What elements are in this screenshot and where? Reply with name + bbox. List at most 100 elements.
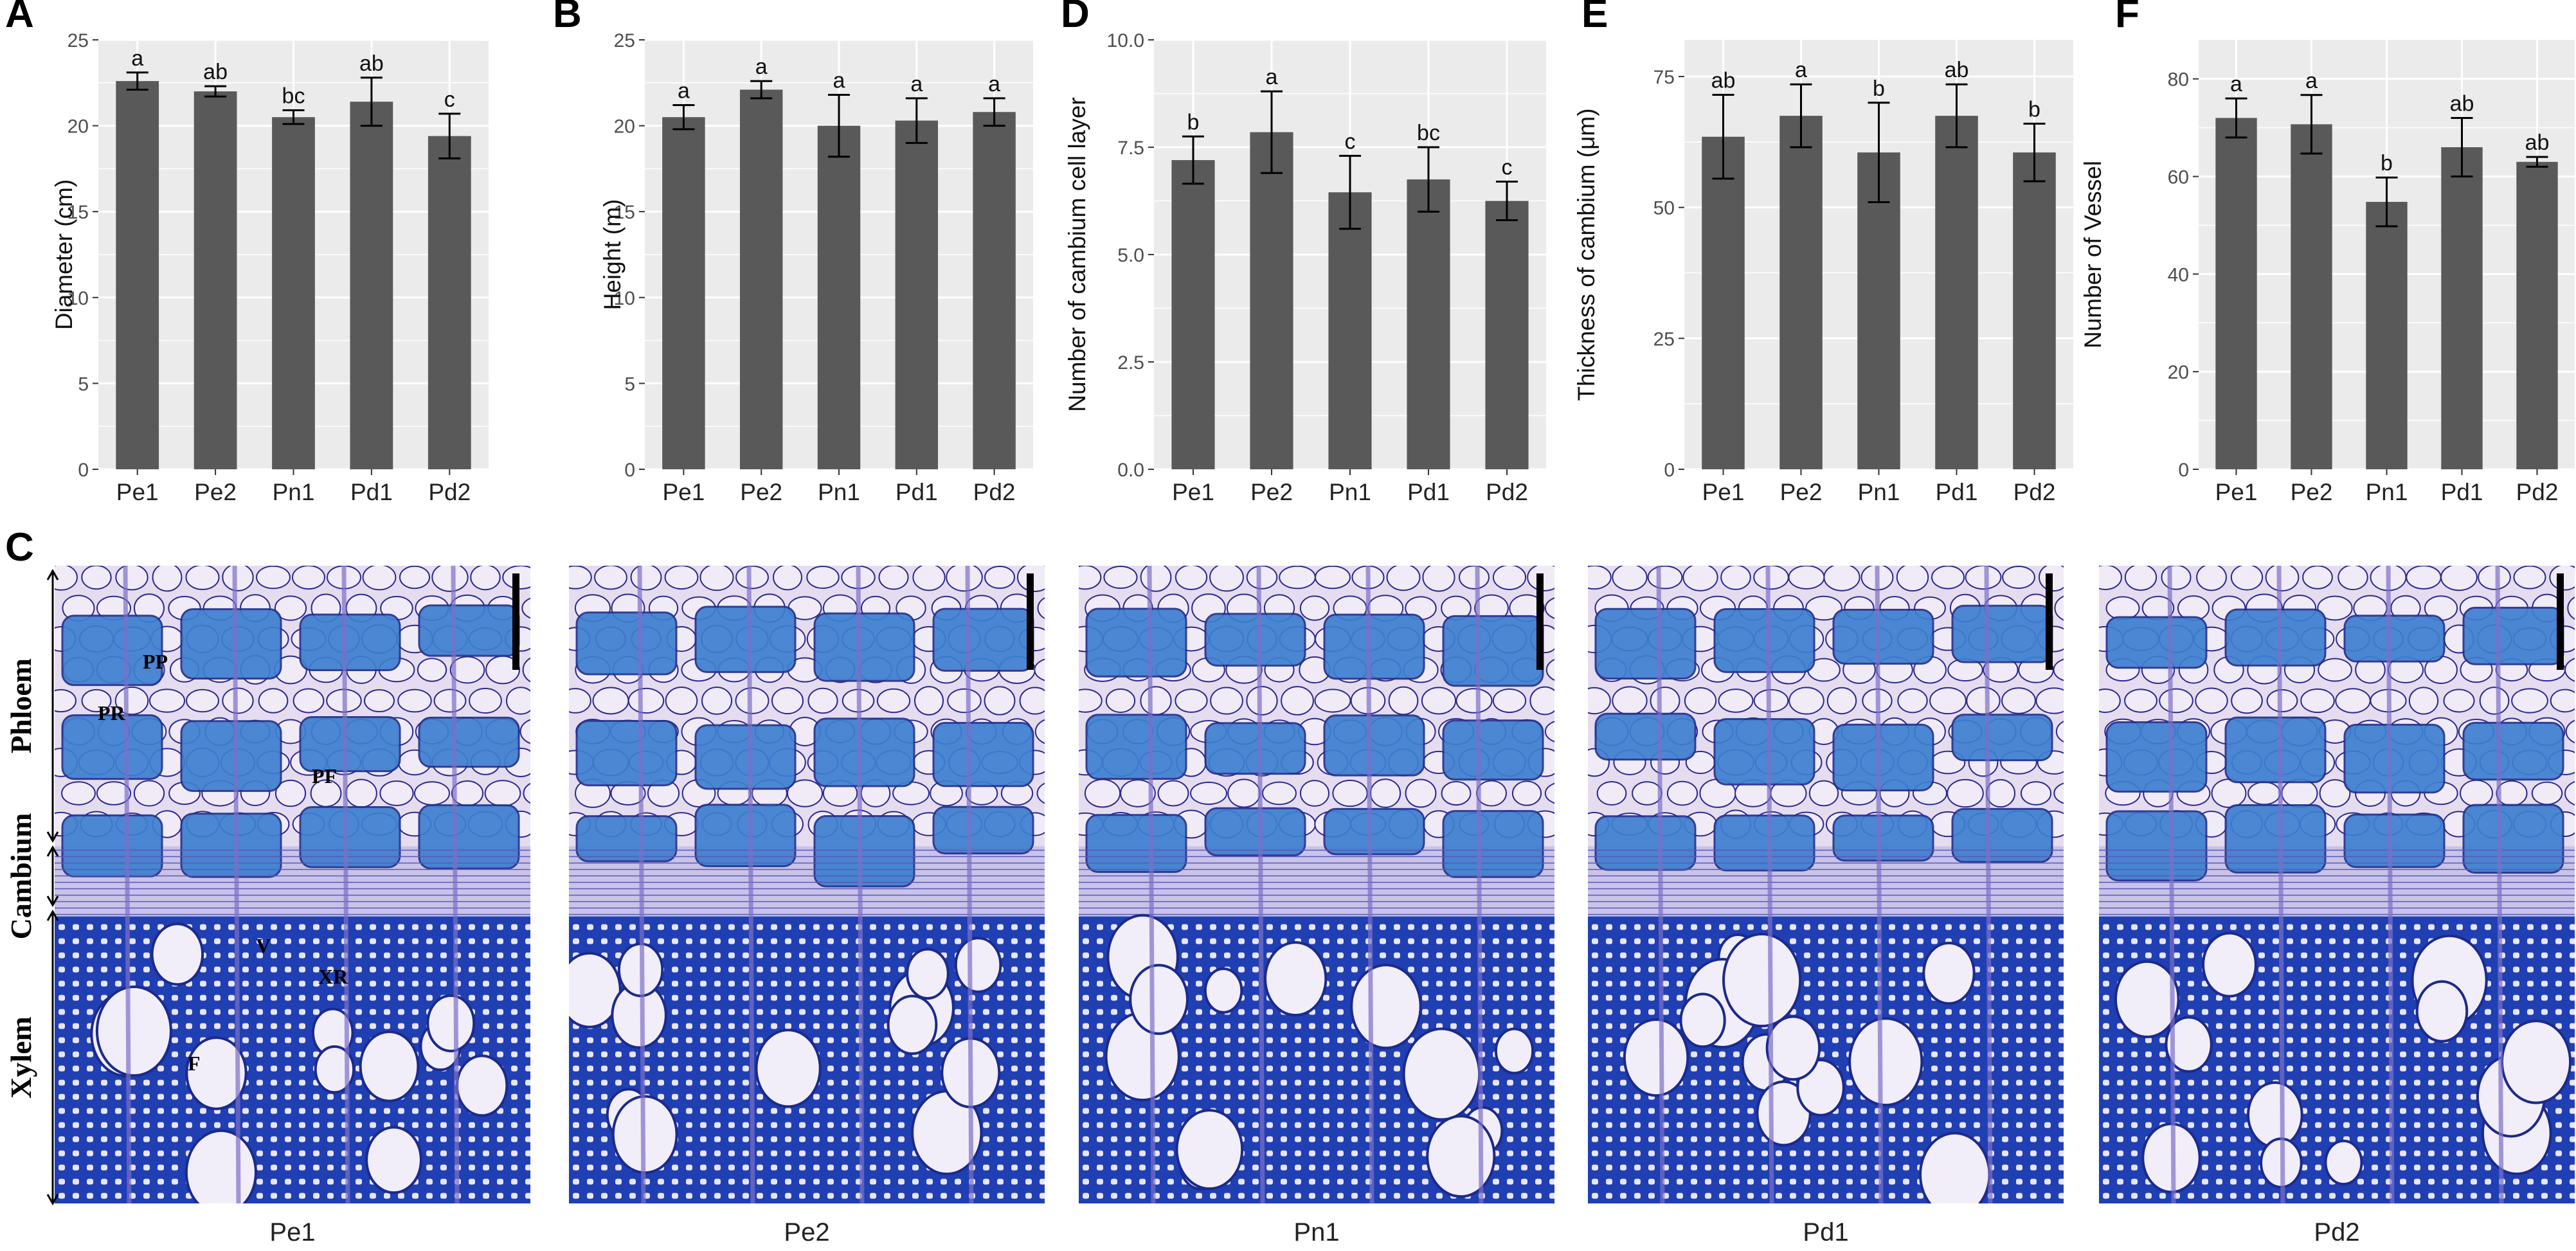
xylem-fibre-lumen (1606, 1150, 1612, 1156)
arrow-head (46, 1194, 59, 1206)
xylem-fibre-lumen (714, 952, 721, 959)
xylem-fibre-lumen (2570, 995, 2575, 1001)
xylem-fibre-lumen (2456, 1122, 2463, 1128)
xylem-fibre-lumen (426, 995, 433, 1001)
xylem-fibre-lumen (1620, 1178, 1626, 1185)
xylem-fibre-lumen (2357, 924, 2364, 930)
xylem-fibre-lumen (1620, 1079, 1626, 1086)
xylem-fibre-lumen (1309, 1136, 1315, 1142)
xylem-fibre-lumen (2541, 966, 2548, 973)
xylem-fibre-lumen (1507, 995, 1513, 1001)
xylem-fibre-lumen (2216, 1037, 2222, 1043)
xylem-fibre-lumen (1846, 995, 1853, 1001)
xylem-fibre-lumen (257, 966, 263, 973)
x-tick-label: Pd1 (1407, 479, 1450, 505)
xylem-fibre-lumen (1196, 952, 1202, 959)
xylem-fibre-lumen (1394, 1065, 1400, 1072)
parenchyma-cell (399, 566, 431, 590)
xylem-fibre-lumen (714, 1023, 721, 1029)
xylem-fibre-lumen (469, 980, 475, 987)
xylem-fibre-lumen (1252, 966, 1259, 973)
xylem-fibre-lumen (2058, 1023, 2064, 1029)
xylem-fibre-lumen (172, 1108, 178, 1114)
xylem-fibre-lumen (101, 1094, 107, 1100)
xylem-fibre-lumen (1011, 1079, 1018, 1086)
xylem-fibre-lumen (686, 966, 692, 973)
xylem-fibre-lumen (1917, 1192, 1923, 1199)
xylem-fibre-lumen (2058, 995, 2064, 1001)
x-tick-label: Pn1 (1858, 479, 1900, 505)
xylem-fibre-lumen (1606, 1009, 1612, 1015)
parenchyma-cell (222, 687, 254, 714)
xylem-fibre-lumen (1719, 1150, 1725, 1156)
xylem-fibre-lumen (700, 995, 707, 1001)
xylem-fibre-lumen (813, 938, 820, 944)
xylem-fibre-lumen (115, 924, 122, 930)
xylem-fibre-lumen (1804, 1150, 1810, 1156)
xylem-fibre-lumen (2372, 966, 2378, 973)
xylem-fibre-lumen (1182, 966, 1188, 973)
xylem-fibre-lumen (2372, 1136, 2378, 1142)
xylem-fibre-lumen (1592, 1051, 1598, 1058)
xylem-fibre-lumen (1182, 1037, 1188, 1043)
parenchyma-cell (984, 566, 1015, 590)
xylem-fibre-lumen (2414, 1094, 2420, 1100)
xylem-fibre-lumen (1422, 1192, 1428, 1199)
xylem-fibre-lumen (327, 924, 334, 930)
xylem-fibre-lumen (1182, 1192, 1188, 1199)
xylem-fibre-lumen (1337, 1122, 1344, 1128)
xylem-fibre-lumen (356, 938, 362, 944)
xylem-fibre-lumen (2030, 1094, 2037, 1100)
xylem-fibre-lumen (87, 1178, 93, 1185)
xylem-fibre-lumen (728, 1164, 735, 1171)
xylem-fibre-lumen (313, 966, 320, 973)
xylem-fibre-lumen (1903, 1009, 1909, 1015)
xylem-fibre-lumen (827, 1108, 834, 1114)
xylem-fibre-lumen (2343, 938, 2350, 944)
xylem-fibre-lumen (587, 1192, 593, 1199)
parenchyma-cell (2161, 566, 2192, 590)
xylem-fibre-lumen (228, 952, 235, 959)
xylem-fibre-lumen (2230, 924, 2237, 930)
xylem-fibre-lumen (2058, 1164, 2064, 1171)
xylem-fibre-lumen (1677, 980, 1683, 987)
xylem-fibre-lumen (1804, 980, 1810, 987)
xylem-fibre-lumen (2301, 924, 2307, 930)
xylem-fibre-lumen (257, 1122, 263, 1128)
xylem-fibre-lumen (1351, 1051, 1358, 1058)
xylem-fibre-lumen (143, 980, 150, 987)
xylem-fibre-lumen (2287, 1079, 2293, 1086)
xylem-fibre-lumen (2131, 1136, 2138, 1142)
xylem-fibre-lumen (87, 952, 93, 959)
xylem-fibre-lumen (1394, 1122, 1400, 1128)
xylem-fibre-lumen (728, 952, 735, 959)
phloem-fibre-band (61, 814, 163, 878)
xylem-fibre-lumen (1210, 1079, 1216, 1086)
xylem-fibre-lumen (785, 938, 791, 944)
parenchyma-cell (2001, 687, 2036, 714)
xylem-fibre-lumen (799, 995, 806, 1001)
x-tick-label: Pe1 (1172, 479, 1214, 505)
xylem-fibre-lumen (870, 995, 876, 1001)
xylem-fibre-lumen (313, 1108, 320, 1114)
xylem-fibre-lumen (898, 1079, 905, 1086)
xylem-fibre-lumen (1521, 980, 1527, 987)
xylem-fibre-lumen (1040, 1009, 1045, 1015)
xylem-fibre-lumen (2428, 1150, 2435, 1156)
y-tick-label: 10.0 (1107, 30, 1144, 51)
xylem-fibre-lumen (242, 924, 249, 930)
xylem-fibre-lumen (1507, 1094, 1513, 1100)
parenchyma-cell (433, 688, 467, 713)
xylem-fibre-lumen (771, 952, 777, 959)
phloem-fibre-band (1951, 807, 2053, 863)
xylem-fibre-lumen (941, 1178, 947, 1185)
xylem-fibre-lumen (1394, 1178, 1400, 1185)
xylem-fibre-lumen (1337, 995, 1344, 1001)
xylem-fibre-lumen (285, 1023, 291, 1029)
significance-label: b (1873, 76, 1885, 101)
xylem-fibre-lumen (1832, 1192, 1839, 1199)
parenchyma-cell (2408, 687, 2439, 715)
xylem-fibre-lumen (2471, 1051, 2477, 1058)
xylem-fibre-lumen (2216, 1108, 2222, 1114)
parenchyma-cell (522, 657, 530, 683)
